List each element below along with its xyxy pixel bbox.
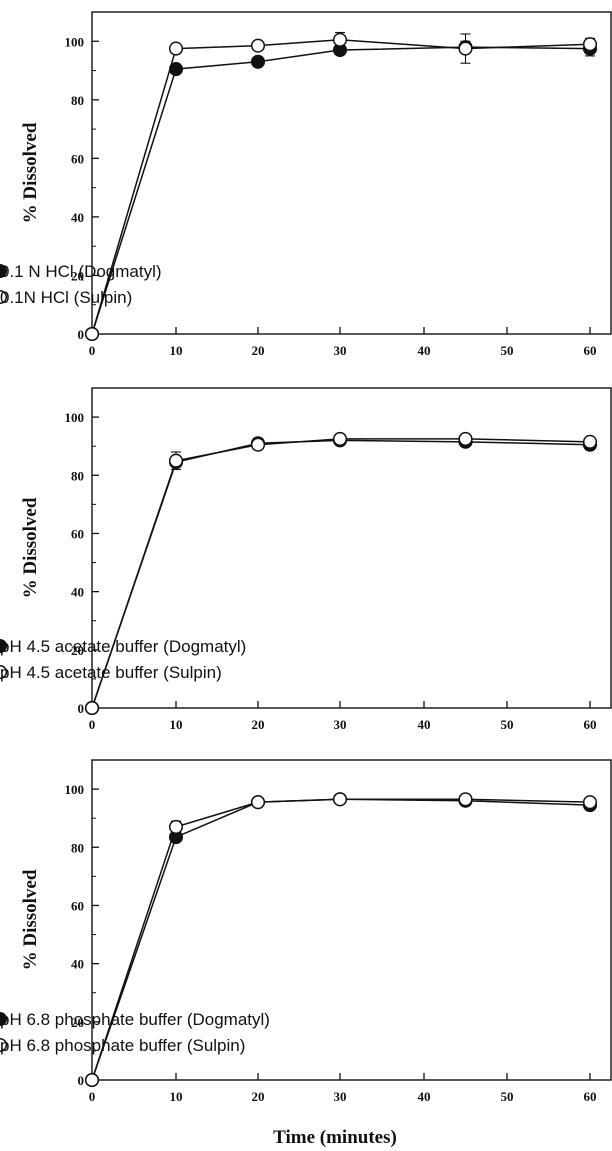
x-tick-label: 20	[252, 343, 265, 358]
y-tick-label: 0	[78, 701, 85, 716]
y-tick-label: 40	[71, 585, 84, 600]
x-tick-label: 40	[418, 343, 431, 358]
series-line	[91, 438, 591, 709]
data-point	[250, 437, 266, 452]
legend-item: pH 4.5 acetate buffer (Sulpin)	[0, 663, 222, 682]
data-point	[250, 38, 266, 53]
y-tick-label: 60	[71, 898, 84, 913]
y-tick-label: 60	[71, 526, 84, 541]
y-tick-label: 20	[71, 268, 84, 283]
x-tick-label: 30	[334, 1089, 347, 1104]
plot-frame	[91, 387, 612, 709]
legend-marker	[0, 263, 8, 279]
data-point	[332, 792, 348, 807]
chart-panel-2: 0 20 40 60 80 100 0 10 20 30 40 50 60 % Dissolved pH 4…	[0, 387, 612, 732]
x-tick-label: 60	[584, 343, 597, 358]
legend-item: 0.1 N HCl (Dogmatyl)	[0, 262, 162, 281]
legend: pH 4.5 acetate buffer (Dogmatyl) pH 4.5 a…	[0, 637, 246, 682]
y-tick-label: 100	[65, 34, 85, 49]
y-tick-label: 40	[71, 957, 84, 972]
y-tick-label: 80	[71, 840, 84, 855]
legend: 0.1 N HCl (Dogmatyl) 0.1N HCl (Sulpin)	[0, 262, 162, 307]
legend-label: pH 6.8 phosphate buffer (Sulpin)	[0, 1036, 245, 1055]
legend: pH 6.8 phosphate buffer (Dogmatyl) pH 6.8…	[0, 1010, 270, 1055]
plot-frame	[91, 11, 612, 335]
x-tick-label: 10	[170, 1089, 183, 1104]
legend-item: pH 6.8 phosphate buffer (Dogmatyl)	[0, 1010, 270, 1029]
series-open	[84, 431, 598, 716]
data-point	[168, 819, 184, 834]
legend-item: pH 6.8 phosphate buffer (Sulpin)	[0, 1036, 245, 1055]
series-open	[84, 31, 598, 342]
y-tick-label: 60	[71, 151, 84, 166]
x-tick-label: 30	[334, 717, 347, 732]
legend-label: 0.1N HCl (Sulpin)	[0, 288, 132, 307]
y-tick-label: 20	[71, 1015, 84, 1030]
y-tick-label: 0	[78, 327, 85, 342]
data-point	[250, 54, 266, 69]
data-point	[168, 453, 184, 468]
x-tick-label: 40	[418, 717, 431, 732]
data-point	[458, 431, 473, 446]
x-tick-label: 50	[501, 343, 514, 358]
legend-item: pH 4.5 acetate buffer (Dogmatyl)	[0, 637, 246, 656]
x-tick-label: 10	[170, 717, 183, 732]
y-tick-label: 0	[78, 1073, 85, 1088]
data-point	[84, 1072, 100, 1088]
x-tick-label: 0	[89, 1089, 96, 1104]
y-tick-label: 100	[65, 782, 85, 797]
x-tick-label: 10	[170, 343, 183, 358]
series-open	[84, 792, 598, 1088]
series-line	[91, 46, 591, 335]
plot-frame	[91, 759, 612, 1081]
legend-marker	[0, 664, 8, 680]
legend-label: pH 4.5 acetate buffer (Dogmatyl)	[0, 637, 246, 656]
x-tick-label: 50	[501, 1089, 514, 1104]
x-tick-label: 0	[89, 343, 96, 358]
legend-label: pH 6.8 phosphate buffer (Dogmatyl)	[0, 1010, 270, 1029]
legend-label: pH 4.5 acetate buffer (Sulpin)	[0, 663, 222, 682]
data-point	[250, 795, 266, 810]
y-tick-label: 100	[65, 410, 85, 425]
chart-panel-3: 0 20 40 60 80 100 0 10 20 30 40 50 60 % Dissolved Time…	[0, 759, 612, 1148]
x-tick-label: 40	[418, 1089, 431, 1104]
data-point	[84, 700, 100, 716]
data-point	[332, 431, 348, 446]
data-point	[168, 41, 184, 56]
x-tick-label: 30	[334, 343, 347, 358]
legend-label: 0.1 N HCl (Dogmatyl)	[0, 262, 162, 281]
y-axis-title: % Dissolved	[20, 869, 41, 970]
y-tick-label: 80	[71, 93, 84, 108]
y-axis-title: % Dissolved	[20, 122, 41, 223]
legend-marker	[0, 638, 8, 654]
series-line	[91, 798, 591, 1081]
series-filled	[84, 40, 598, 342]
x-tick-label: 20	[252, 1089, 265, 1104]
y-tick-label: 80	[71, 468, 84, 483]
data-point	[582, 37, 598, 52]
x-tick-label: 50	[501, 717, 514, 732]
legend-marker	[0, 1037, 8, 1053]
legend-marker	[0, 1011, 8, 1027]
x-tick-label: 60	[584, 1089, 597, 1104]
x-axis-title: Time (minutes)	[273, 1127, 397, 1148]
legend-item: 0.1N HCl (Sulpin)	[0, 288, 132, 307]
y-tick-label: 20	[71, 643, 84, 658]
x-tick-label: 0	[89, 717, 96, 732]
chart-panel-1: 0 20 40 60 80 100 0 10 20 30 40 50 60 % Dissolved 0.1 …	[0, 11, 612, 358]
data-point	[458, 792, 473, 807]
data-point	[458, 41, 473, 56]
x-tick-label: 60	[584, 717, 597, 732]
x-tick-label: 20	[252, 717, 265, 732]
data-point	[84, 326, 100, 342]
data-point	[332, 32, 348, 47]
data-point	[582, 795, 598, 810]
y-axis-title: % Dissolved	[20, 497, 41, 598]
series-line	[91, 39, 591, 335]
y-tick-label: 40	[71, 210, 84, 225]
data-point	[582, 434, 598, 449]
legend-marker	[0, 289, 8, 305]
